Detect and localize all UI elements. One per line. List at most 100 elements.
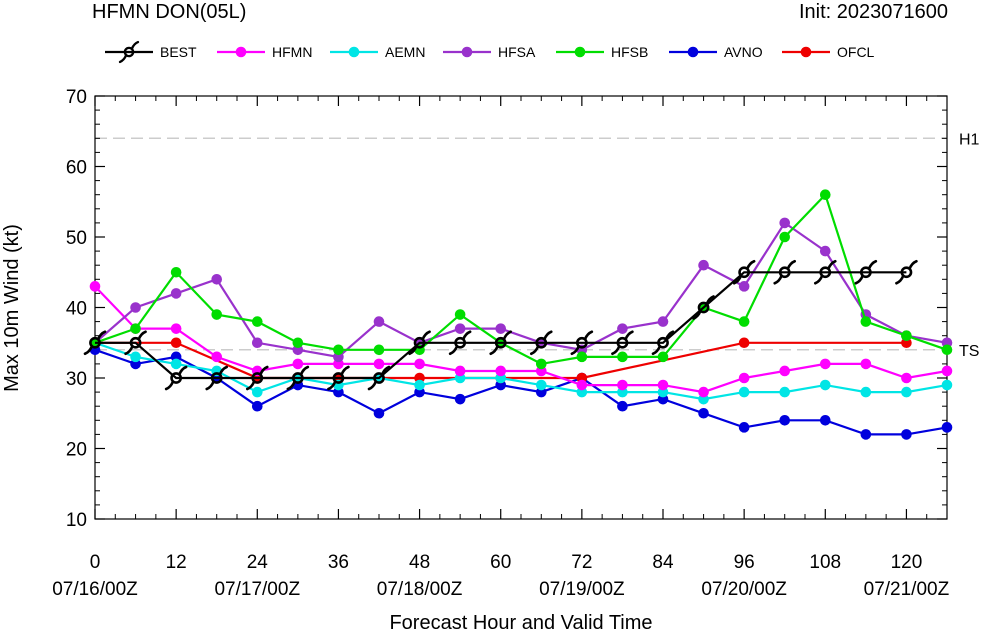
x-tick-label: 120 [891, 552, 923, 573]
point-hfmn [779, 365, 791, 377]
y-tick-label: 60 [66, 158, 87, 179]
point-avno [860, 429, 872, 440]
series-avno [89, 344, 953, 440]
legend-label-best: BEST [160, 44, 197, 60]
point-hfsb [535, 358, 547, 370]
point-avno [617, 400, 628, 412]
point-best [124, 330, 147, 356]
point-hfmn [170, 323, 182, 334]
point-hfsb [251, 316, 263, 327]
point-best [164, 365, 188, 391]
point-best [854, 259, 878, 285]
legend-label-ofcl: OFCL [837, 44, 875, 60]
point-best [773, 259, 797, 285]
point-aemn [170, 358, 182, 370]
legend-marker [800, 46, 812, 58]
point-best [732, 259, 756, 285]
point-best [205, 365, 229, 391]
point-aemn [860, 386, 872, 398]
x-date-label: 07/18/00Z [377, 579, 463, 600]
point-hfsa [454, 323, 466, 334]
point-hfmn [89, 281, 101, 292]
y-tick-label: 40 [66, 299, 87, 320]
legend-item-avno: AVNO [669, 44, 763, 60]
legend-label-hfsb: HFSB [611, 44, 648, 60]
legend-item-aemn: AEMN [330, 44, 425, 60]
point-hfsb [941, 344, 953, 356]
point-hfsa [657, 316, 669, 327]
point-best [408, 330, 431, 356]
x-tick-label: 48 [409, 552, 430, 573]
x-tick-label: 24 [247, 552, 269, 573]
axes: 10 20 30 40 50 60 70 0 12 24 36 48 60 72 84 96 108 120 07/… [52, 87, 949, 600]
point-hfsb [819, 189, 831, 200]
point-aemn [941, 379, 953, 391]
point-hfsa [251, 337, 263, 349]
point-aemn [130, 351, 141, 363]
point-hfsb [617, 351, 628, 363]
point-hfmn [860, 358, 872, 370]
point-hfsa [617, 323, 628, 334]
point-aemn [414, 379, 425, 391]
point-hfsb [901, 330, 912, 342]
reference-lines: H1 TS [95, 131, 980, 360]
point-hfmn [698, 386, 709, 398]
y-tick-label: 30 [66, 369, 87, 390]
point-hfmn [657, 379, 669, 391]
point-avno [819, 415, 831, 426]
point-hfsa [495, 323, 507, 334]
point-hfsa [698, 259, 709, 271]
legend-hurricane-icon [118, 40, 140, 64]
reference-label-h1: H1 [959, 131, 980, 148]
legend-marker [348, 46, 360, 58]
series-line-avno [94, 348, 948, 436]
legend-label-aemn: AEMN [385, 44, 425, 60]
point-hfsa [373, 316, 385, 327]
legend-marker [687, 46, 699, 58]
point-best [489, 330, 513, 356]
reference-label-ts: TS [959, 343, 979, 360]
point-best [813, 259, 837, 285]
x-tick-label: 108 [809, 552, 841, 573]
point-hfmn [211, 351, 223, 363]
x-axis-label: Forecast Hour and Valid Time [389, 612, 652, 632]
point-best [651, 330, 675, 356]
point-hfsb [373, 344, 385, 356]
x-tick-label: 12 [166, 552, 187, 573]
legend-item-ofcl: OFCL [782, 44, 875, 60]
point-hfsb [779, 231, 791, 243]
point-avno [373, 407, 385, 419]
series-hfsb [89, 189, 953, 370]
point-hfmn [576, 379, 588, 391]
point-hfsb [333, 344, 344, 356]
point-aemn [738, 386, 750, 398]
point-avno [779, 415, 791, 426]
x-date-label: 07/17/00Z [214, 579, 300, 600]
x-tick-label: 0 [90, 552, 101, 573]
legend-label-avno: AVNO [724, 44, 763, 60]
point-hfmn [901, 372, 912, 384]
y-axis-label: Max 10m Wind (kt) [1, 224, 23, 392]
point-hfmn [738, 372, 750, 384]
point-hfsa [779, 217, 791, 229]
x-tick-label: 72 [571, 552, 592, 573]
series-hfsa [89, 217, 953, 363]
x-date-label: 07/21/00Z [864, 579, 950, 600]
plot-frame [94, 95, 948, 520]
point-hfsb [211, 309, 223, 320]
legend: BEST HFMN AEMN HFSA HFSB AVNO OFCL [105, 40, 875, 64]
point-ofcl [170, 337, 182, 349]
series-line-best [95, 271, 907, 380]
point-avno [738, 422, 750, 433]
legend-marker [574, 46, 586, 58]
y-tick-label: 20 [66, 440, 87, 461]
point-best [327, 365, 350, 391]
point-hfmn [941, 365, 953, 377]
point-best [83, 330, 107, 356]
point-ofcl [738, 337, 750, 349]
point-hfsa [170, 288, 182, 299]
point-hfsb [657, 351, 669, 363]
point-hfmn [617, 379, 628, 391]
point-hfmn [373, 358, 385, 370]
